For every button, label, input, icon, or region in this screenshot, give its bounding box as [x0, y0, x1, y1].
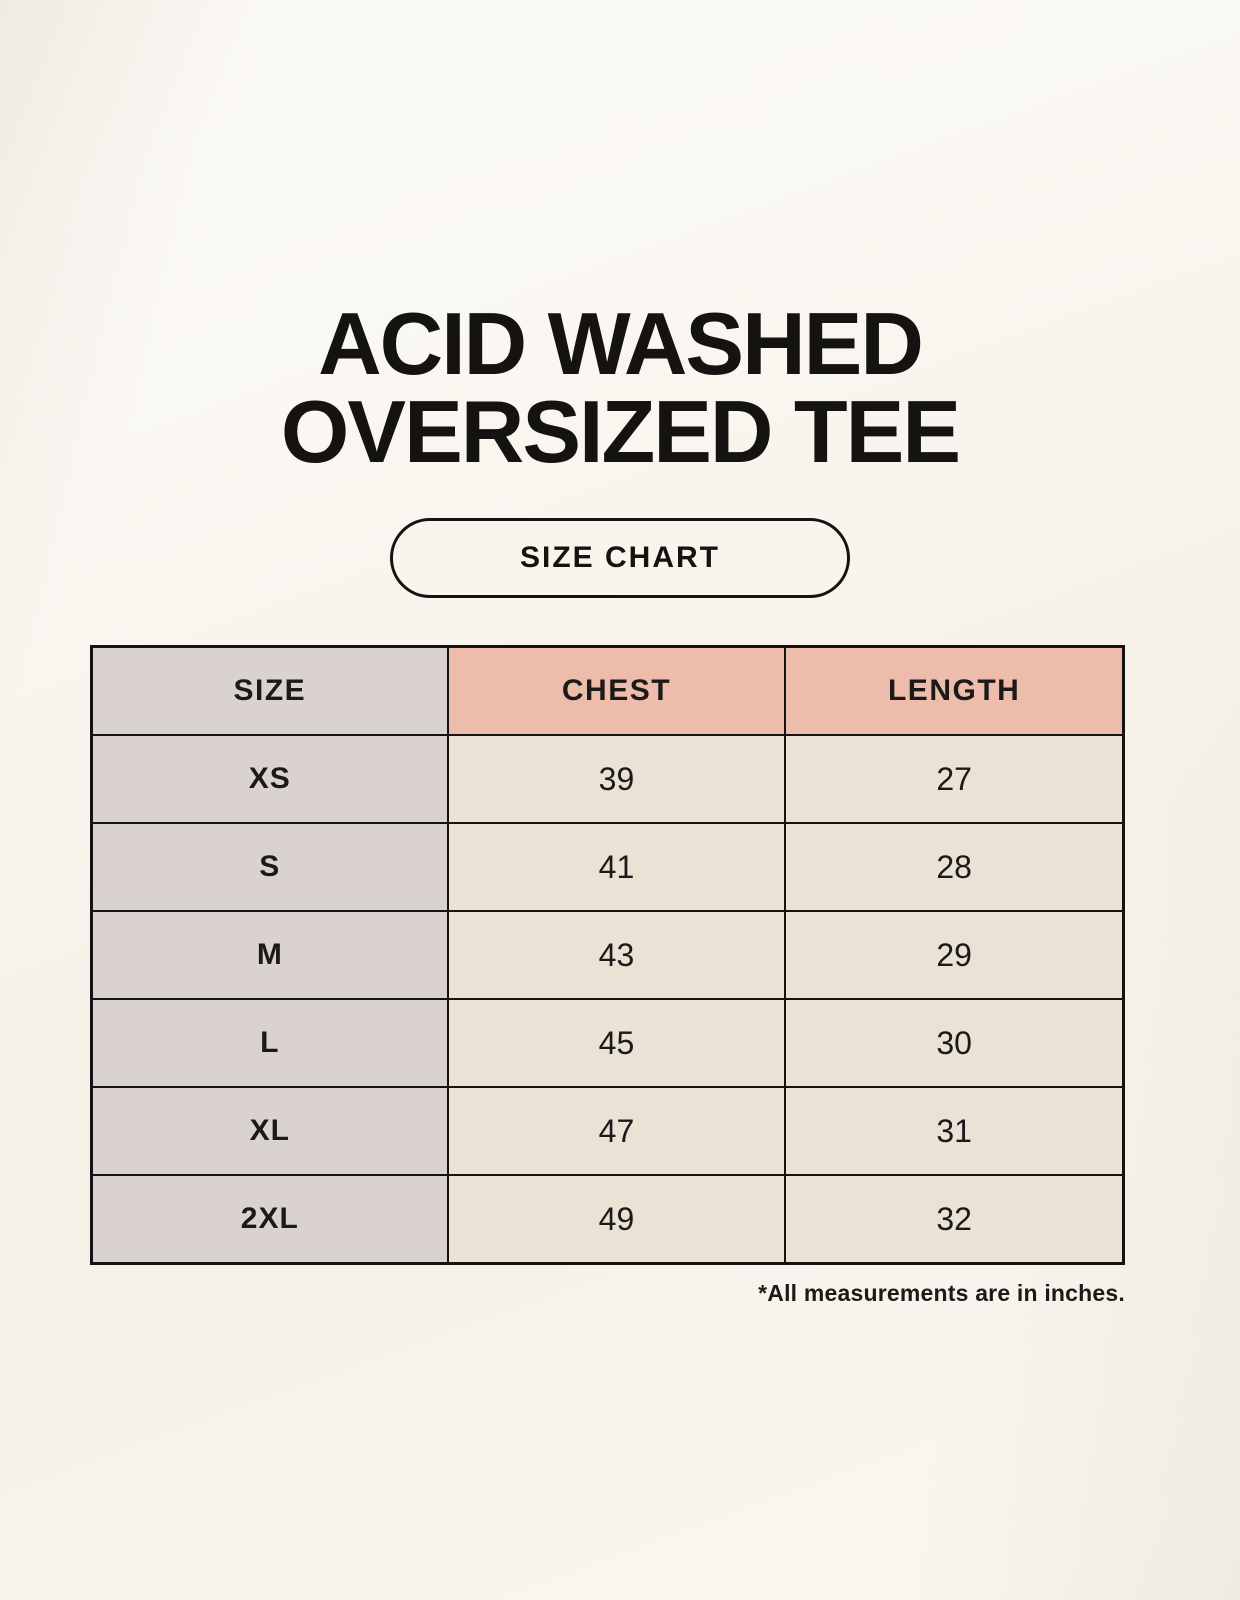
table-row-2xl: 2XL 49 32 [90, 1174, 1125, 1265]
chest-value-cell: 45 [446, 998, 787, 1088]
size-label-cell: M [90, 910, 449, 1000]
length-value-cell: 32 [784, 1174, 1125, 1265]
product-title-line1: ACID WASHED [318, 294, 924, 393]
table-header-row: SIZE CHEST LENGTH [90, 645, 1125, 736]
chest-value-cell: 39 [446, 734, 787, 824]
product-title: ACID WASHED OVERSIZED TEE [0, 0, 1240, 476]
product-title-line2: OVERSIZED TEE [280, 382, 961, 481]
column-header-size: SIZE [90, 645, 449, 736]
chest-value-cell: 41 [446, 822, 787, 912]
length-value-cell: 30 [784, 998, 1125, 1088]
size-label-cell: 2XL [90, 1174, 449, 1265]
table-row-xl: XL 47 31 [90, 1086, 1125, 1176]
size-table-container: SIZE CHEST LENGTH XS 39 27 S 41 28 M [90, 645, 1125, 1265]
table-row-m: M 43 29 [90, 910, 1125, 1000]
table-row-l: L 45 30 [90, 998, 1125, 1088]
length-value-cell: 29 [784, 910, 1125, 1000]
size-chart-button[interactable]: SIZE CHART [390, 518, 850, 598]
size-chart-button-label: SIZE CHART [520, 541, 720, 574]
table-row-s: S 41 28 [90, 822, 1125, 912]
measurements-footnote: *All measurements are in inches. [758, 1280, 1125, 1306]
length-value-cell: 28 [784, 822, 1125, 912]
size-label-cell: S [90, 822, 449, 912]
size-label-cell: XS [90, 734, 449, 824]
table-row-xs: XS 39 27 [90, 734, 1125, 824]
column-header-chest: CHEST [446, 645, 787, 736]
size-label-cell: L [90, 998, 449, 1088]
size-chart-table: SIZE CHEST LENGTH XS 39 27 S 41 28 M [90, 645, 1125, 1265]
chest-value-cell: 47 [446, 1086, 787, 1176]
length-value-cell: 31 [784, 1086, 1125, 1176]
length-value-cell: 27 [784, 734, 1125, 824]
size-label-cell: XL [90, 1086, 449, 1176]
chest-value-cell: 49 [446, 1174, 787, 1265]
chest-value-cell: 43 [446, 910, 787, 1000]
column-header-length: LENGTH [784, 645, 1125, 736]
